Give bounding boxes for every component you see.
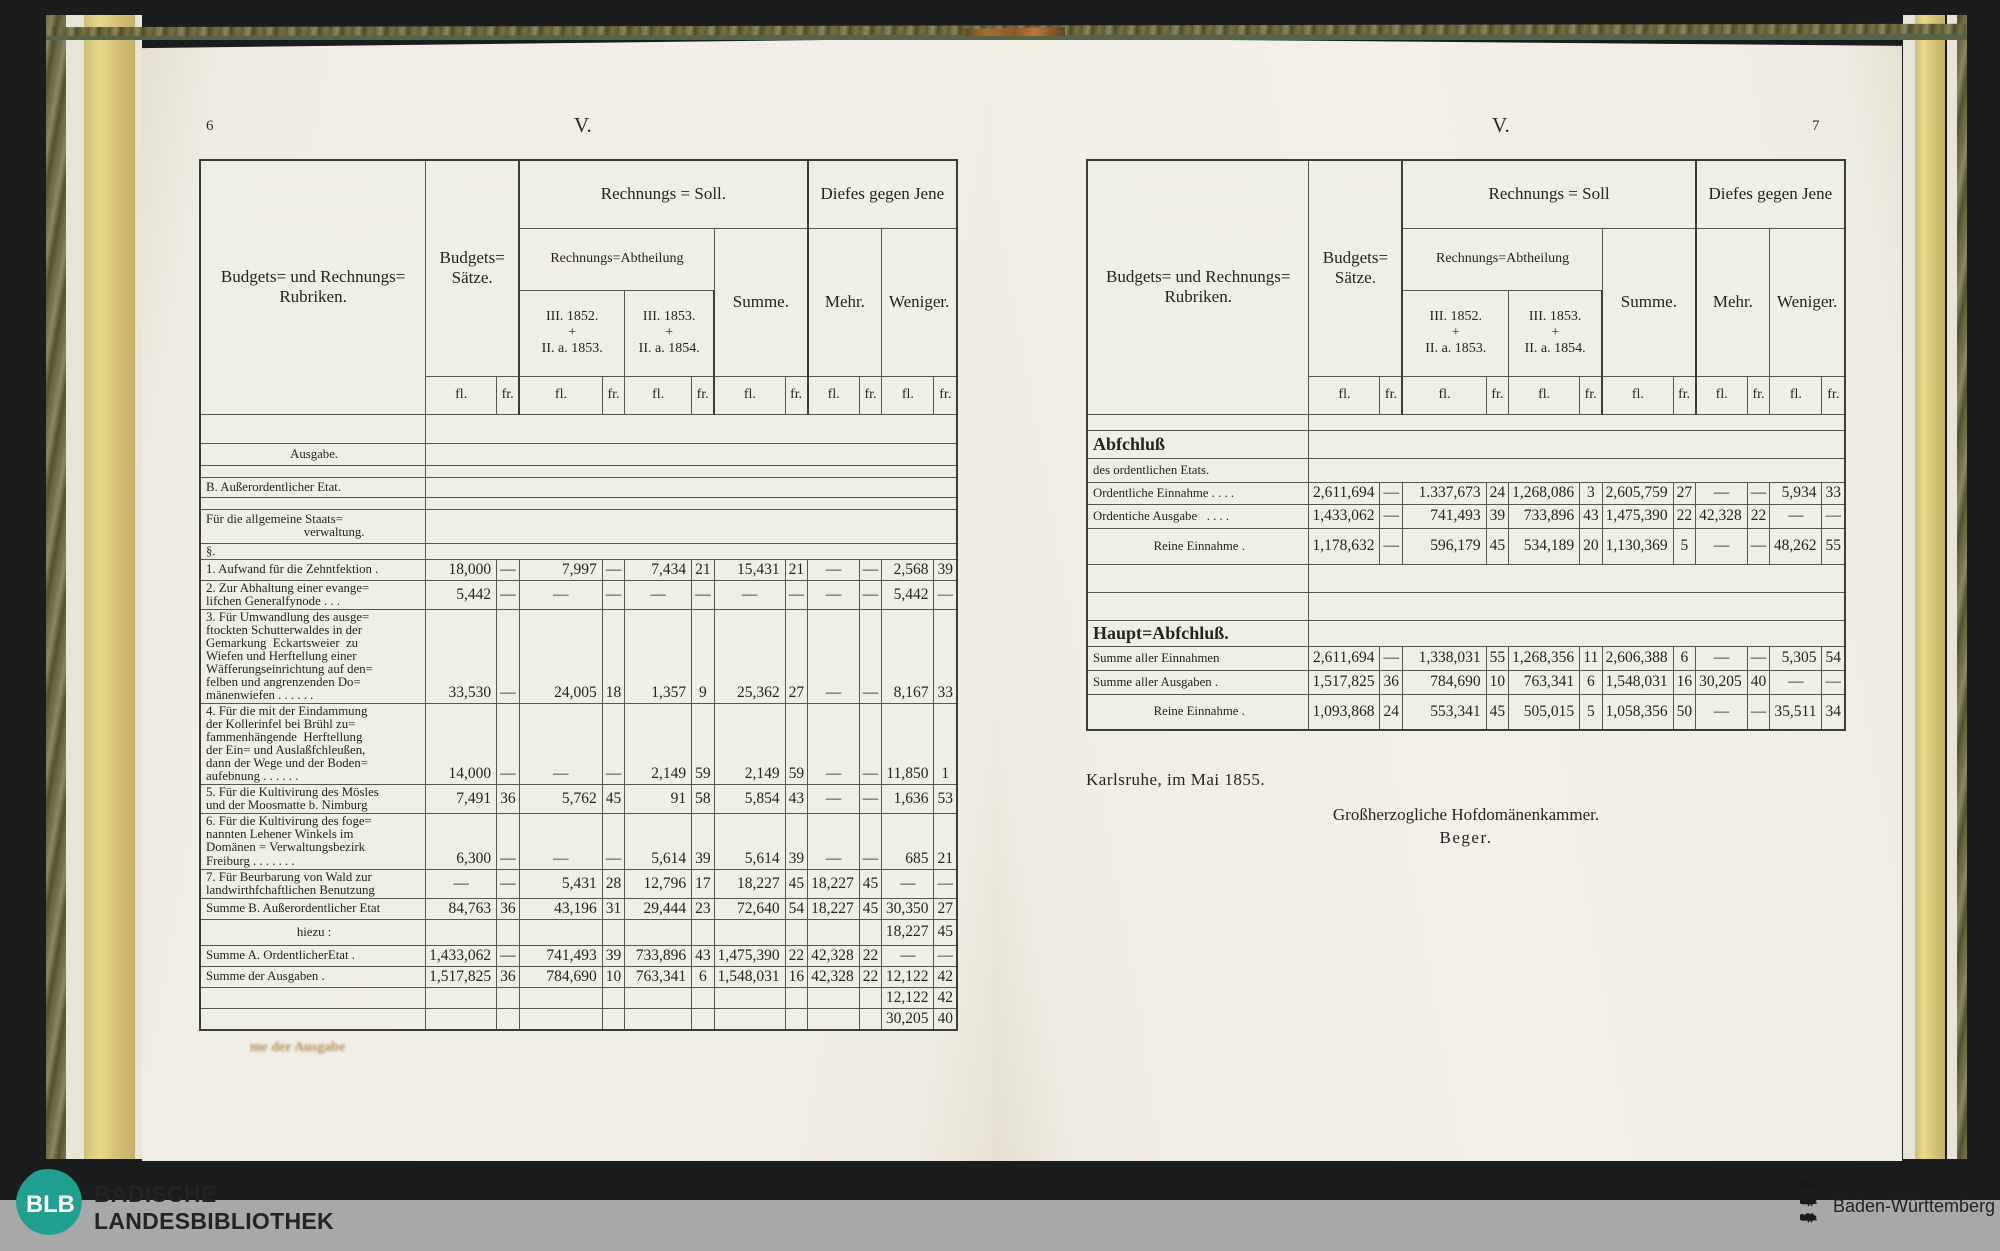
svg-text:BLB: BLB [26,1191,75,1218]
